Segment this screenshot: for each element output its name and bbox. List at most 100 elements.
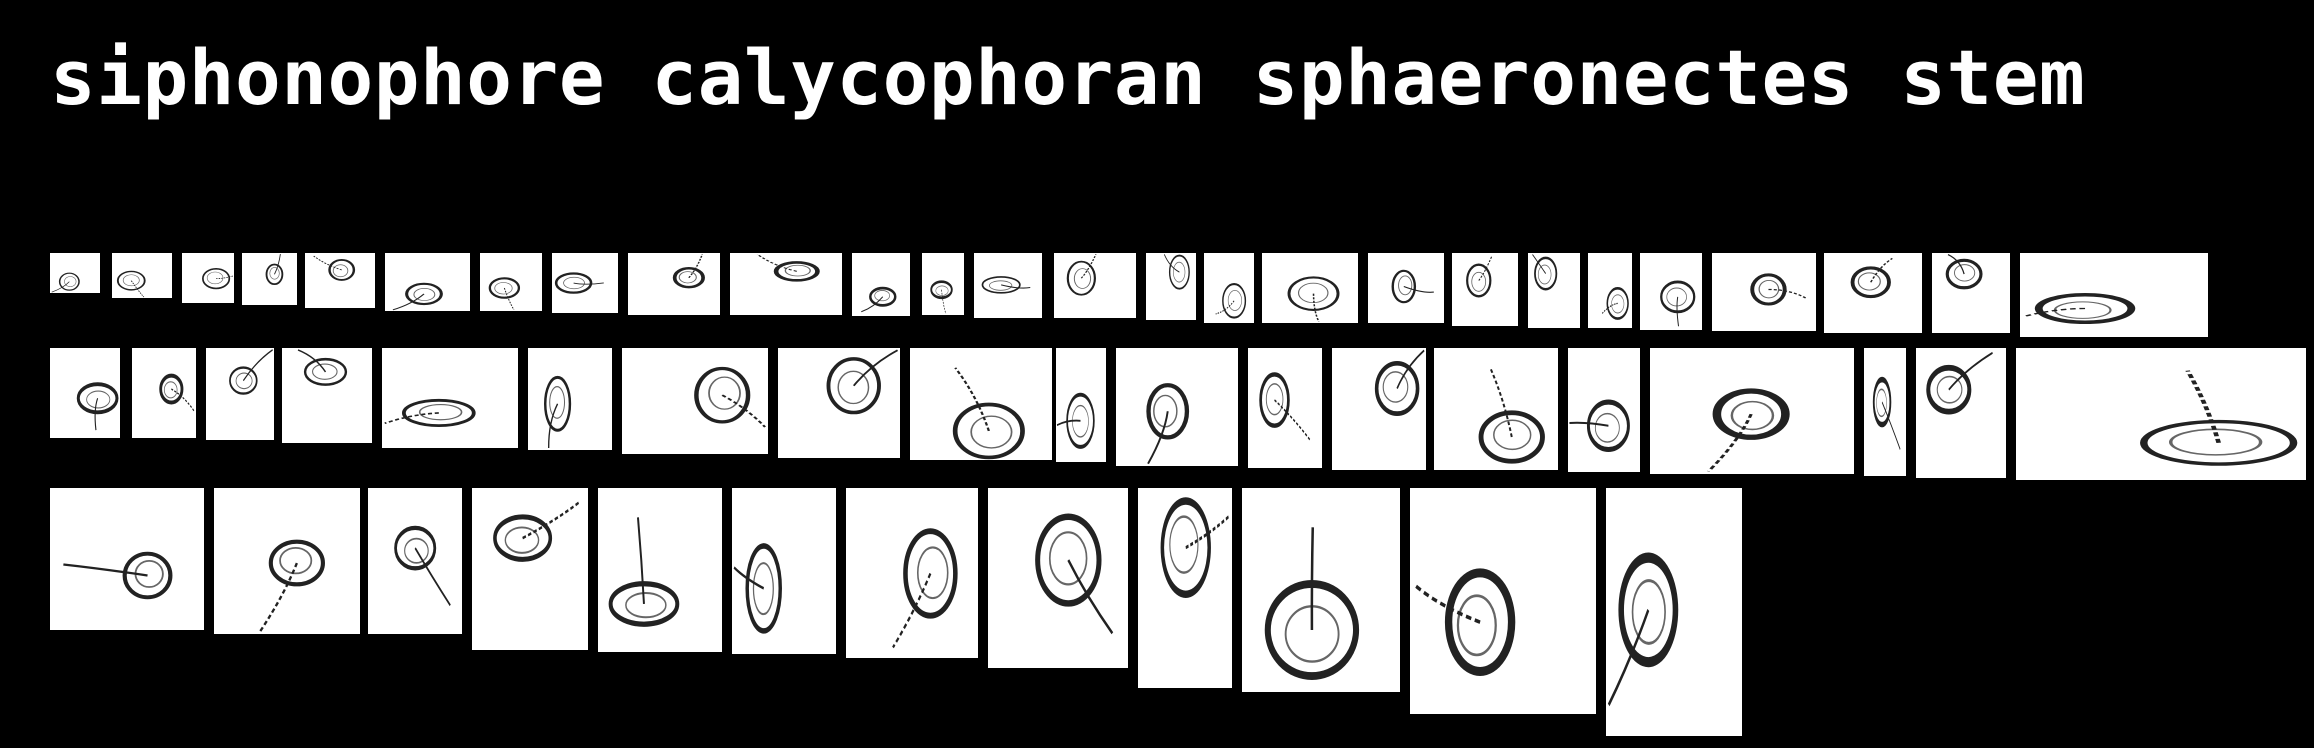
specimen-inner-outline — [1730, 400, 1775, 431]
specimen-drawing — [202, 267, 234, 290]
specimen-thumbnail — [1056, 348, 1106, 462]
specimen-thumbnail — [1248, 348, 1322, 468]
specimen-stem — [1147, 411, 1169, 465]
specimen-stem — [1310, 527, 1315, 630]
specimen-bell — [488, 277, 521, 299]
specimen-bell — [1160, 497, 1211, 599]
specimen-drawing — [1569, 399, 1630, 453]
specimen-inner-outline — [1594, 412, 1620, 443]
specimen-drawing — [1374, 349, 1425, 416]
specimen-thumbnail — [1568, 348, 1640, 472]
specimen-drawing — [297, 349, 348, 386]
specimen-inner-outline — [837, 370, 870, 405]
specimen-drawing — [1264, 527, 1360, 680]
specimen-thumbnail — [50, 253, 100, 293]
specimen-bell — [1146, 383, 1190, 440]
specimen-drawing — [1287, 276, 1340, 322]
specimen-bell — [1168, 254, 1190, 290]
specimen-inner-outline — [1048, 531, 1088, 586]
specimen-drawing — [229, 349, 273, 395]
specimen-thumbnail — [1054, 253, 1136, 318]
specimen-stem — [2023, 307, 2086, 318]
specimen-drawing — [733, 543, 782, 634]
specimen-stem — [384, 412, 439, 425]
specimen-bell — [303, 357, 348, 386]
specimen-bell — [202, 267, 231, 290]
specimen-drawing — [1215, 283, 1247, 319]
specimen-drawing — [1945, 254, 1983, 290]
specimen-bell — [1444, 568, 1516, 676]
specimen-bell — [401, 398, 476, 428]
specimen-inner-outline — [935, 285, 949, 296]
specimen-bell — [2034, 292, 2136, 325]
specimen-bell — [405, 282, 443, 306]
specimen-stem — [522, 501, 580, 540]
specimen-stem — [573, 282, 604, 285]
specimen-drawing — [265, 253, 284, 286]
specimen-drawing — [1601, 286, 1629, 320]
specimen-stem — [1489, 368, 1513, 438]
specimen-bell — [1466, 263, 1492, 298]
specimen-thumbnail — [1116, 348, 1238, 466]
specimen-inner-outline — [1758, 279, 1780, 299]
specimen-inner-outline — [1172, 261, 1186, 283]
specimen-stem — [941, 289, 947, 314]
specimen-thumbnail — [622, 348, 768, 454]
specimen-bell — [1374, 360, 1420, 416]
specimen-thumbnail — [1368, 253, 1444, 323]
specimen-bell — [694, 366, 751, 424]
specimen-thumbnail — [1712, 253, 1816, 331]
specimen-thumbnail — [282, 348, 372, 443]
specimen-thumbnail — [472, 488, 588, 650]
specimen-thumbnail — [382, 348, 518, 448]
specimen-thumbnail — [112, 253, 172, 298]
specimen-bell — [76, 382, 119, 415]
specimen-stem — [313, 255, 342, 271]
specimen-thumbnail — [1410, 488, 1596, 714]
specimen-bell — [1750, 273, 1787, 306]
specimen-stem — [171, 388, 196, 413]
specimen-bell — [1926, 364, 1972, 415]
specimen-inner-outline — [1471, 271, 1487, 292]
specimen-inner-outline — [1876, 388, 1887, 418]
specimen-thumbnail — [552, 253, 618, 313]
specimen-inner-outline — [1265, 383, 1284, 416]
specimen-inner-outline — [1227, 289, 1242, 311]
specimen-thumbnail — [1864, 348, 1906, 476]
specimen-thumbnail — [1650, 348, 1854, 474]
specimen-inner-outline — [163, 381, 178, 399]
specimen-thumbnail — [732, 488, 836, 654]
specimen-drawing — [493, 501, 580, 562]
specimen-bell — [1222, 283, 1247, 319]
specimen-drawing — [488, 277, 521, 311]
specimen-bell — [1660, 280, 1696, 314]
specimen-stem — [1532, 254, 1546, 274]
specimen-drawing — [981, 276, 1031, 294]
specimen-thumbnail — [50, 488, 204, 630]
specimen-thumbnail — [385, 253, 470, 311]
specimen-inner-outline — [312, 363, 338, 380]
specimen-thumbnail — [1204, 253, 1254, 323]
specimen-stem — [274, 253, 281, 275]
specimen-drawing — [1478, 368, 1545, 464]
specimen-bell — [903, 528, 958, 619]
specimen-drawing — [608, 517, 680, 627]
specimen-stem — [636, 517, 645, 605]
specimen-thumbnail — [628, 253, 720, 315]
specimen-thumbnail — [1916, 348, 2006, 478]
specimen-stem — [51, 281, 70, 293]
specimen-thumbnail — [1824, 253, 1922, 333]
specimen-stem — [1056, 419, 1081, 427]
specimen-bell — [159, 373, 184, 405]
specimen-inner-outline — [122, 274, 140, 287]
specimen-drawing — [1056, 392, 1095, 449]
specimen-stem — [1412, 582, 1481, 624]
specimen-bell — [265, 263, 284, 286]
specimen-inner-outline — [1073, 268, 1092, 289]
specimen-stem — [1478, 255, 1493, 281]
specimen-stem — [1185, 513, 1231, 550]
specimen-bell — [608, 581, 680, 627]
specimen-drawing — [1532, 254, 1558, 291]
specimen-bell — [745, 543, 782, 634]
specimen-thumbnail — [1528, 253, 1580, 328]
